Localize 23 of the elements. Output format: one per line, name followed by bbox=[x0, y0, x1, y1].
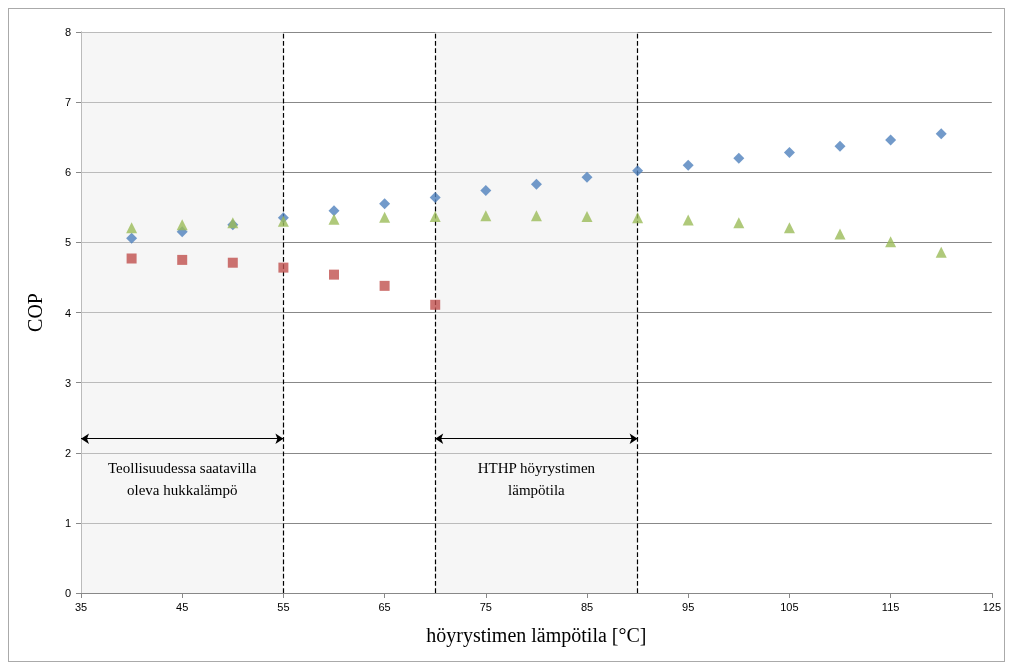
y-tick-label: 3 bbox=[64, 376, 71, 389]
x-tick-label: 95 bbox=[682, 600, 695, 613]
x-tick-label: 55 bbox=[277, 600, 290, 613]
band-label: Teollisuudessa saatavilla oleva hukkalämpö bbox=[107, 459, 257, 498]
y-axis-title: COP bbox=[24, 293, 46, 332]
x-tick-label: 35 bbox=[74, 600, 88, 613]
y-tick-label: 1 bbox=[64, 516, 71, 529]
x-tick-label: 85 bbox=[580, 600, 594, 613]
x-tick-label: 75 bbox=[479, 600, 492, 613]
y-tick-label: 7 bbox=[64, 96, 71, 109]
band-label: HTHP höyrystimen lämpötila bbox=[477, 459, 596, 498]
y-tick-label: 4 bbox=[64, 306, 71, 319]
x-tick-label: 115 bbox=[881, 600, 900, 613]
y-tick-label: 8 bbox=[64, 26, 71, 38]
y-tick-label: 6 bbox=[64, 166, 71, 179]
x-tick-label: 125 bbox=[982, 600, 1001, 613]
x-tick-label: 105 bbox=[780, 600, 799, 613]
x-tick-label: 65 bbox=[378, 600, 391, 613]
y-tick-label: 0 bbox=[64, 587, 71, 599]
x-tick-label: 45 bbox=[176, 600, 189, 613]
y-tick-label: 2 bbox=[64, 446, 71, 459]
x-axis-title: höyrystimen lämpötila [°C] bbox=[426, 624, 647, 647]
y-tick-label: 5 bbox=[64, 236, 71, 249]
